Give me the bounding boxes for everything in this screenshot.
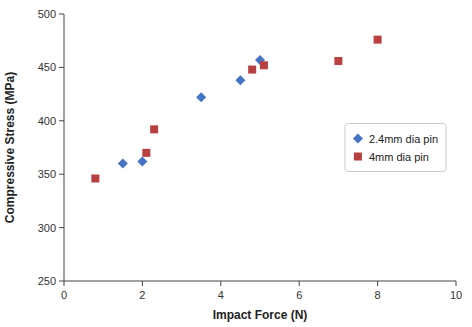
y-tick bbox=[59, 281, 64, 282]
legend-box bbox=[345, 124, 446, 172]
point bbox=[334, 57, 342, 65]
axes: 0 2 4 6 8 10 250 300 350 400 450 500 bbox=[38, 8, 462, 301]
x-tick bbox=[64, 281, 65, 286]
x-tick bbox=[377, 281, 378, 286]
y-tick-label: 450 bbox=[38, 61, 56, 73]
y-tick bbox=[59, 67, 64, 68]
y-tick-label: 300 bbox=[38, 222, 56, 234]
point bbox=[137, 156, 147, 166]
x-tick-label: 0 bbox=[61, 289, 67, 301]
plot-area bbox=[64, 14, 456, 281]
point bbox=[235, 75, 245, 85]
x-tick bbox=[142, 281, 143, 286]
x-tick-label: 4 bbox=[218, 289, 224, 301]
y-tick-label: 400 bbox=[38, 115, 56, 127]
marks bbox=[91, 36, 381, 183]
y-tick-label: 250 bbox=[38, 275, 56, 287]
y-tick-label: 350 bbox=[38, 168, 56, 180]
point bbox=[374, 36, 382, 44]
chart: 0 2 4 6 8 10 250 300 350 400 450 500 Impact Force (N… bbox=[0, 0, 472, 327]
point bbox=[118, 159, 128, 169]
point bbox=[91, 174, 99, 182]
legend-swatch bbox=[354, 153, 362, 161]
x-tick-label: 10 bbox=[450, 289, 462, 301]
y-tick bbox=[59, 120, 64, 121]
point bbox=[260, 61, 268, 69]
legend: 2.4mm dia pin 4mm dia pin bbox=[345, 124, 446, 172]
y-tick bbox=[59, 227, 64, 228]
legend-swatch bbox=[353, 134, 363, 144]
point bbox=[150, 125, 158, 133]
series bbox=[91, 36, 381, 183]
point bbox=[248, 66, 256, 74]
legend-label: 4mm dia pin bbox=[369, 151, 429, 163]
x-axis-line bbox=[64, 281, 456, 282]
y-tick-label: 500 bbox=[38, 8, 56, 20]
legend-label: 2.4mm dia pin bbox=[369, 133, 438, 145]
x-axis-label: Impact Force (N) bbox=[213, 308, 308, 322]
x-tick-label: 6 bbox=[296, 289, 302, 301]
point bbox=[142, 149, 150, 157]
y-axis-label: Compressive Stress (MPa) bbox=[3, 72, 17, 223]
x-tick bbox=[299, 281, 300, 286]
x-tick bbox=[220, 281, 221, 286]
y-tick bbox=[59, 14, 64, 15]
series bbox=[118, 55, 265, 169]
point bbox=[196, 92, 206, 102]
y-axis-line bbox=[64, 14, 65, 281]
x-tick-label: 2 bbox=[139, 289, 145, 301]
x-tick-label: 8 bbox=[375, 289, 381, 301]
y-tick bbox=[59, 174, 64, 175]
x-tick bbox=[456, 281, 457, 286]
